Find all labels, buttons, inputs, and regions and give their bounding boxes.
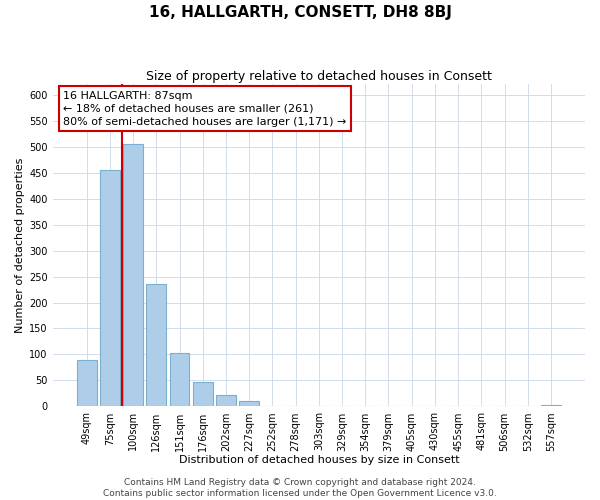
- Title: Size of property relative to detached houses in Consett: Size of property relative to detached ho…: [146, 70, 492, 83]
- Bar: [193, 382, 212, 406]
- Y-axis label: Number of detached properties: Number of detached properties: [15, 158, 25, 333]
- Bar: [239, 402, 259, 406]
- Text: 16 HALLGARTH: 87sqm
← 18% of detached houses are smaller (261)
80% of semi-detac: 16 HALLGARTH: 87sqm ← 18% of detached ho…: [63, 90, 347, 127]
- Bar: [100, 170, 120, 406]
- Bar: [146, 284, 166, 406]
- X-axis label: Distribution of detached houses by size in Consett: Distribution of detached houses by size …: [179, 455, 459, 465]
- Bar: [77, 360, 97, 406]
- Bar: [170, 353, 190, 406]
- Text: 16, HALLGARTH, CONSETT, DH8 8BJ: 16, HALLGARTH, CONSETT, DH8 8BJ: [149, 5, 451, 20]
- Text: Contains HM Land Registry data © Crown copyright and database right 2024.
Contai: Contains HM Land Registry data © Crown c…: [103, 478, 497, 498]
- Bar: [216, 395, 236, 406]
- Bar: [123, 144, 143, 406]
